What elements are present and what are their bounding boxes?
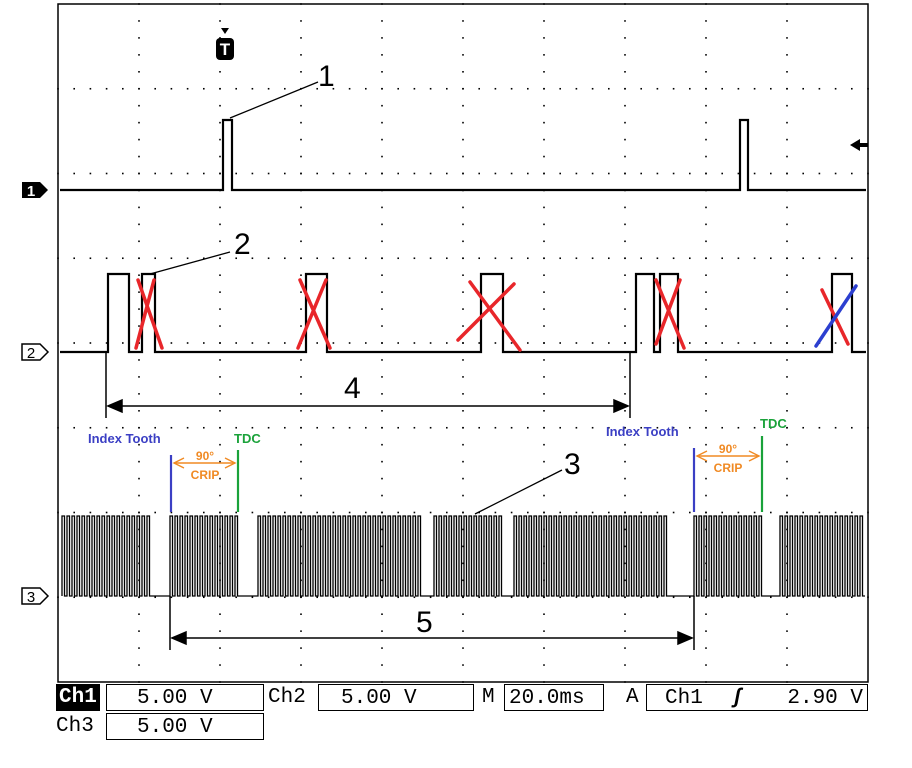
channel-3-marker-label: 3 bbox=[27, 589, 35, 606]
ch1-label[interactable]: Ch1 bbox=[56, 684, 100, 711]
angle-label: 90° bbox=[196, 449, 214, 463]
cross-mark bbox=[134, 278, 164, 350]
cross-mark bbox=[456, 280, 522, 352]
callout-leaders bbox=[149, 81, 563, 515]
callout-2: 2 bbox=[234, 228, 251, 261]
timebase-value[interactable]: 20.0ms bbox=[504, 684, 604, 711]
ch2-volts-per-div[interactable]: 5.00 V bbox=[318, 684, 474, 711]
crip-label: CRIP bbox=[714, 461, 743, 475]
trigger-label[interactable]: A bbox=[626, 686, 639, 709]
index-tooth-label: Index Tooth bbox=[606, 424, 679, 439]
channel-2-marker: 2 bbox=[21, 343, 50, 362]
trigger-level: 2.90 V bbox=[787, 687, 863, 710]
ch3-volts-per-div[interactable]: 5.00 V bbox=[106, 713, 264, 740]
channel-2-trace bbox=[60, 272, 866, 354]
channel-3-marker: 3 bbox=[21, 587, 50, 606]
tdc-label: TDC bbox=[234, 431, 261, 446]
callout-3: 3 bbox=[564, 448, 581, 481]
cross-mark bbox=[296, 278, 332, 350]
callout-1: 1 bbox=[318, 60, 335, 93]
callout-4: 4 bbox=[344, 372, 361, 405]
channel-2-marker-label: 2 bbox=[27, 345, 35, 362]
channel-1-marker-label: 1 bbox=[27, 183, 35, 200]
timing-annotation-left: Index Tooth TDC 90° CRIP bbox=[88, 431, 261, 512]
tdc-label: TDC bbox=[760, 416, 787, 431]
trigger-settings[interactable]: Ch1 ʃ 2.90 V bbox=[646, 684, 868, 711]
cross-mark bbox=[654, 278, 686, 350]
trigger-slope-icon: ʃ bbox=[731, 687, 744, 710]
timing-annotation-right: Index Tooth TDC 90° CRIP bbox=[606, 416, 787, 512]
channel-3-trace bbox=[61, 515, 865, 597]
channel-1-trace bbox=[60, 118, 866, 192]
trigger-position-marker: T bbox=[216, 28, 234, 60]
channel-1-marker: 1 bbox=[22, 182, 48, 200]
cross-marks bbox=[134, 278, 858, 352]
index-tooth-label: Index Tooth bbox=[88, 431, 161, 446]
span-arrows bbox=[105, 352, 695, 650]
trigger-source: Ch1 bbox=[665, 687, 703, 710]
ch2-label[interactable]: Ch2 bbox=[268, 686, 306, 709]
timebase-label[interactable]: M bbox=[482, 686, 495, 709]
angle-label: 90° bbox=[719, 442, 737, 456]
callout-5: 5 bbox=[416, 606, 433, 639]
cross-mark bbox=[814, 284, 858, 348]
ch3-label[interactable]: Ch3 bbox=[56, 715, 94, 738]
trigger-marker-label: T bbox=[220, 40, 231, 59]
ch1-volts-per-div[interactable]: 5.00 V bbox=[106, 684, 264, 711]
trigger-level-arrow-icon bbox=[850, 139, 860, 151]
graticule bbox=[57, 3, 869, 683]
crip-label: CRIP bbox=[191, 468, 220, 482]
